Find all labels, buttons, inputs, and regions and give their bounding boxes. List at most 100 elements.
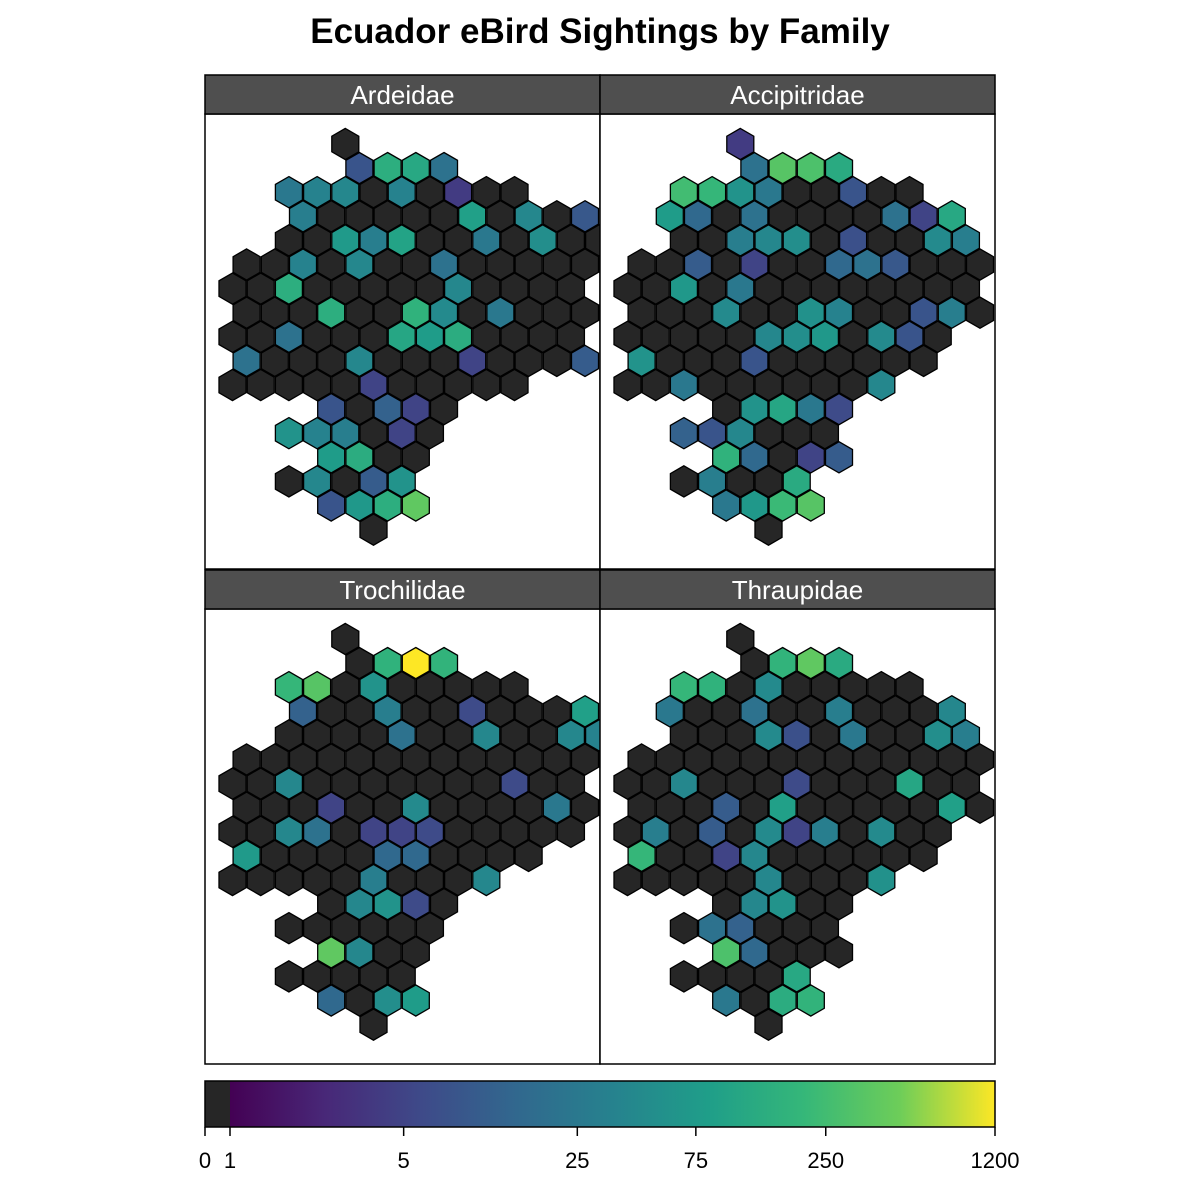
hex-cell <box>782 465 811 498</box>
hex-cell <box>302 416 332 450</box>
hex-cell <box>345 296 374 330</box>
panel-strip <box>599 74 996 115</box>
hex-cell <box>881 694 910 728</box>
hex-cell <box>542 791 571 825</box>
hex-cell <box>627 344 656 378</box>
hex-cell <box>810 719 840 752</box>
hex-cell <box>500 767 529 800</box>
hex-cell <box>853 791 882 825</box>
hex-cell <box>782 224 811 257</box>
hex-cell <box>528 815 557 849</box>
hex-cell <box>796 935 825 969</box>
hex-cell <box>331 719 360 752</box>
hex-cell <box>641 863 670 897</box>
hex-cell <box>726 815 755 849</box>
hex-cell <box>415 911 445 945</box>
hex-cell <box>712 392 741 426</box>
hex-cell <box>726 670 755 704</box>
hex-cell <box>853 248 882 281</box>
hex-cell <box>627 839 656 873</box>
hex-cell <box>570 694 600 728</box>
hex-cell <box>302 175 332 209</box>
hex-cell <box>274 670 304 704</box>
hex-cell <box>373 935 402 969</box>
hex-cell <box>345 743 374 776</box>
colorbar: 0 1 5 25 75 250 1200 <box>199 1080 1019 1173</box>
hex-cell <box>472 767 501 800</box>
hex-cell <box>317 248 346 281</box>
hex-cell <box>740 984 769 1017</box>
hex-cell <box>401 440 430 474</box>
hex-cell <box>260 248 289 281</box>
hex-cell <box>500 815 529 849</box>
hex-cell <box>401 489 430 522</box>
hex-cell <box>387 368 416 402</box>
hex-cell <box>528 719 557 752</box>
hex-cell <box>867 368 896 402</box>
hex-cell <box>965 743 995 776</box>
hex-cell <box>232 344 261 378</box>
hex-cell <box>712 694 741 728</box>
hex-cell <box>937 694 966 728</box>
hex-cell <box>458 344 487 378</box>
hex-cell <box>641 272 670 305</box>
hex-cell <box>712 440 741 474</box>
hex-cell <box>373 440 402 474</box>
hex-cell <box>796 248 825 281</box>
hex-cell <box>796 151 825 185</box>
hex-cell <box>740 248 769 281</box>
hex-cell <box>824 935 854 969</box>
hex-cell <box>768 743 797 776</box>
hex-cell <box>655 743 684 776</box>
hex-cell <box>514 199 543 233</box>
hex-cell <box>655 694 684 728</box>
hex-cell <box>810 670 840 704</box>
hex-cell <box>909 743 938 776</box>
hex-cell <box>712 984 741 1017</box>
hex-cell <box>500 175 529 209</box>
hex-cell <box>288 743 318 776</box>
hex-cell <box>542 743 571 776</box>
hex-cell <box>655 199 684 233</box>
hex-cell <box>274 320 304 354</box>
hex-cell <box>359 465 388 498</box>
hex-cell <box>556 320 586 354</box>
hex-cell <box>655 839 684 873</box>
hex-cell <box>740 344 769 378</box>
hex-cell <box>867 272 896 305</box>
hex-cell <box>881 199 910 233</box>
hex-cell <box>260 344 289 378</box>
hex-cell <box>613 320 642 354</box>
panel-trochilidae: Trochilidae <box>204 569 628 1065</box>
hex-cell <box>754 175 783 209</box>
hex-cell <box>458 296 487 330</box>
hex-cell <box>345 440 374 474</box>
hex-cell <box>373 151 402 185</box>
hex-cell <box>415 767 445 800</box>
hex-cell <box>740 646 769 680</box>
colorbar-tick-label: 75 <box>684 1148 708 1173</box>
hex-cell <box>810 767 840 800</box>
hex-cell <box>274 175 304 209</box>
hex-cell <box>697 767 727 800</box>
hex-cell <box>768 344 797 378</box>
hex-cell <box>274 911 304 945</box>
hex-cell <box>838 767 868 800</box>
hex-cell <box>486 791 515 825</box>
hex-cell <box>331 224 360 257</box>
hex-cell <box>951 767 981 800</box>
hex-cell <box>500 320 529 354</box>
hex-cell <box>387 815 416 849</box>
hex-cell <box>697 719 727 752</box>
hex-cell <box>810 272 840 305</box>
chart-title: Ecuador eBird Sightings by Family <box>310 12 890 51</box>
colorbar-frame <box>204 1080 996 1128</box>
hex-cell <box>937 296 966 330</box>
hex-cell <box>302 767 332 800</box>
hex-cell <box>514 344 543 378</box>
hex-cell <box>627 791 656 825</box>
hex-cell <box>909 199 938 233</box>
hex-cell <box>359 767 388 800</box>
hex-cell <box>331 960 360 993</box>
hex-cell <box>768 694 797 728</box>
